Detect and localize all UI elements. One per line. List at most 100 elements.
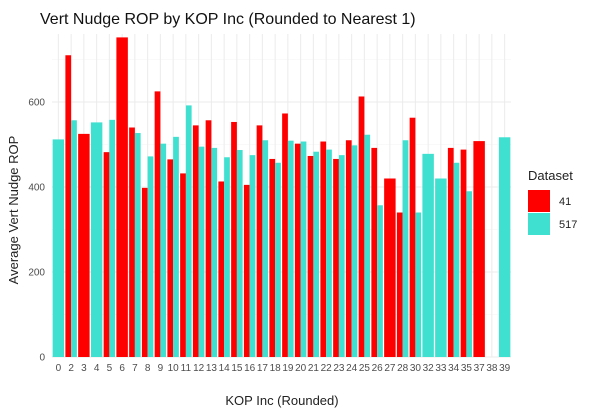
legend-swatch-517 [528,213,550,235]
y-tick-label: 400 [28,183,45,194]
bar-41-10 [167,159,174,358]
bar-41-17 [256,125,263,357]
bar-41-13 [205,120,212,357]
x-tick-label: 19 [282,363,294,374]
x-tick-label: 3 [81,363,87,374]
bar-517-32 [422,153,434,357]
x-tick-label: 30 [410,363,422,374]
x-tick-label: 6 [119,363,125,374]
bar-41-3 [78,133,90,358]
bar-41-8 [141,187,148,357]
x-tick-label: 39 [499,363,511,374]
x-axis-ticks: 0 2 3 4 5 6 7 8 9 10 11 12 13 14 15 16 17 18 19 20 21 22 23 24 2… [56,363,511,374]
bar-517-13 [211,147,218,357]
bar-41-23 [333,158,339,357]
x-tick-label: 15 [231,363,243,374]
bar-41-34 [447,147,454,357]
x-tick-label: 28 [397,363,409,374]
legend-title: Dataset [528,168,573,183]
x-tick-label: 16 [244,363,256,374]
x-tick-label: 8 [145,363,151,374]
bar-517-22 [326,149,332,357]
x-tick-label: 9 [158,363,164,374]
y-axis-label: Average Vert Nudge ROP [6,136,21,285]
bar-41-16 [243,184,250,357]
bar-517-7 [134,133,141,357]
x-tick-label: 27 [384,363,396,374]
bar-517-18 [275,162,281,357]
bar-517-33 [435,178,447,357]
x-tick-label: 11 [181,363,192,374]
bar-517-28 [402,140,409,357]
x-tick-label: 25 [359,363,371,374]
bar-517-0 [52,139,65,357]
legend-label-41: 41 [559,196,571,208]
bar-41-6 [116,37,128,358]
bar-517-19 [287,140,294,357]
bar-517-26 [377,205,383,357]
bar-41-2 [65,55,72,357]
x-tick-label: 5 [107,363,113,374]
x-tick-label: 20 [295,363,307,374]
bar-517-20 [300,141,307,357]
bar-41-15 [231,121,237,357]
x-tick-label: 22 [321,363,333,374]
bar-41-27 [384,178,396,357]
bar-41-12 [192,125,199,357]
legend-swatch-41 [528,190,550,212]
x-tick-label: 33 [435,363,447,374]
bar-41-18 [269,158,276,357]
bar-517-11 [185,105,192,358]
legend-label-517: 517 [559,219,577,231]
legend: Dataset 41 517 [528,168,577,235]
x-tick-label: 2 [68,363,74,374]
x-tick-label: 12 [193,363,205,374]
bar-41-30 [409,117,416,357]
x-tick-label: 34 [448,363,460,374]
bar-517-35 [466,191,473,357]
bar-41-25 [358,96,365,357]
chart-title: Vert Nudge ROP by KOP Inc (Rounded to Ne… [40,11,416,28]
bar-41-35 [460,149,467,357]
bar-41-11 [180,173,186,357]
x-tick-label: 7 [132,363,138,374]
bar-517-17 [262,140,269,357]
bar-517-24 [351,145,358,357]
bar-517-15 [236,150,243,357]
bar-41-21 [307,155,314,357]
x-tick-label: 21 [308,363,320,374]
bar-517-25 [364,134,371,357]
x-tick-label: 32 [423,363,435,374]
x-tick-label: 38 [486,363,498,374]
bar-41-7 [129,127,135,357]
x-tick-label: 13 [206,363,218,374]
x-tick-label: 14 [219,363,231,374]
bar-517-8 [147,156,154,357]
x-tick-label: 4 [94,363,100,374]
bar-517-14 [224,157,230,357]
x-axis-label: KOP Inc (Rounded) [225,393,338,408]
bar-41-14 [218,181,225,357]
bar-41-9 [154,91,161,358]
x-tick-label: 18 [270,363,282,374]
bar-41-24 [345,140,352,357]
bar-517-4 [90,122,103,358]
x-tick-label: 35 [461,363,473,374]
y-tick-label: 200 [28,268,45,279]
x-tick-label: 24 [346,363,358,374]
bar-41-19 [282,113,288,357]
bar-517-39 [498,137,511,357]
bar-517-30 [415,212,422,357]
bar-41-26 [371,147,378,357]
bar-41-22 [320,141,327,357]
bar-41-20 [294,143,301,357]
bar-517-21 [313,151,320,357]
bar-517-10 [173,136,179,357]
bar-517-9 [160,143,167,357]
bar-517-34 [453,162,460,357]
bar-517-23 [338,155,345,358]
x-tick-label: 17 [257,363,269,374]
bar-41-37 [473,141,485,357]
bars [52,37,511,358]
